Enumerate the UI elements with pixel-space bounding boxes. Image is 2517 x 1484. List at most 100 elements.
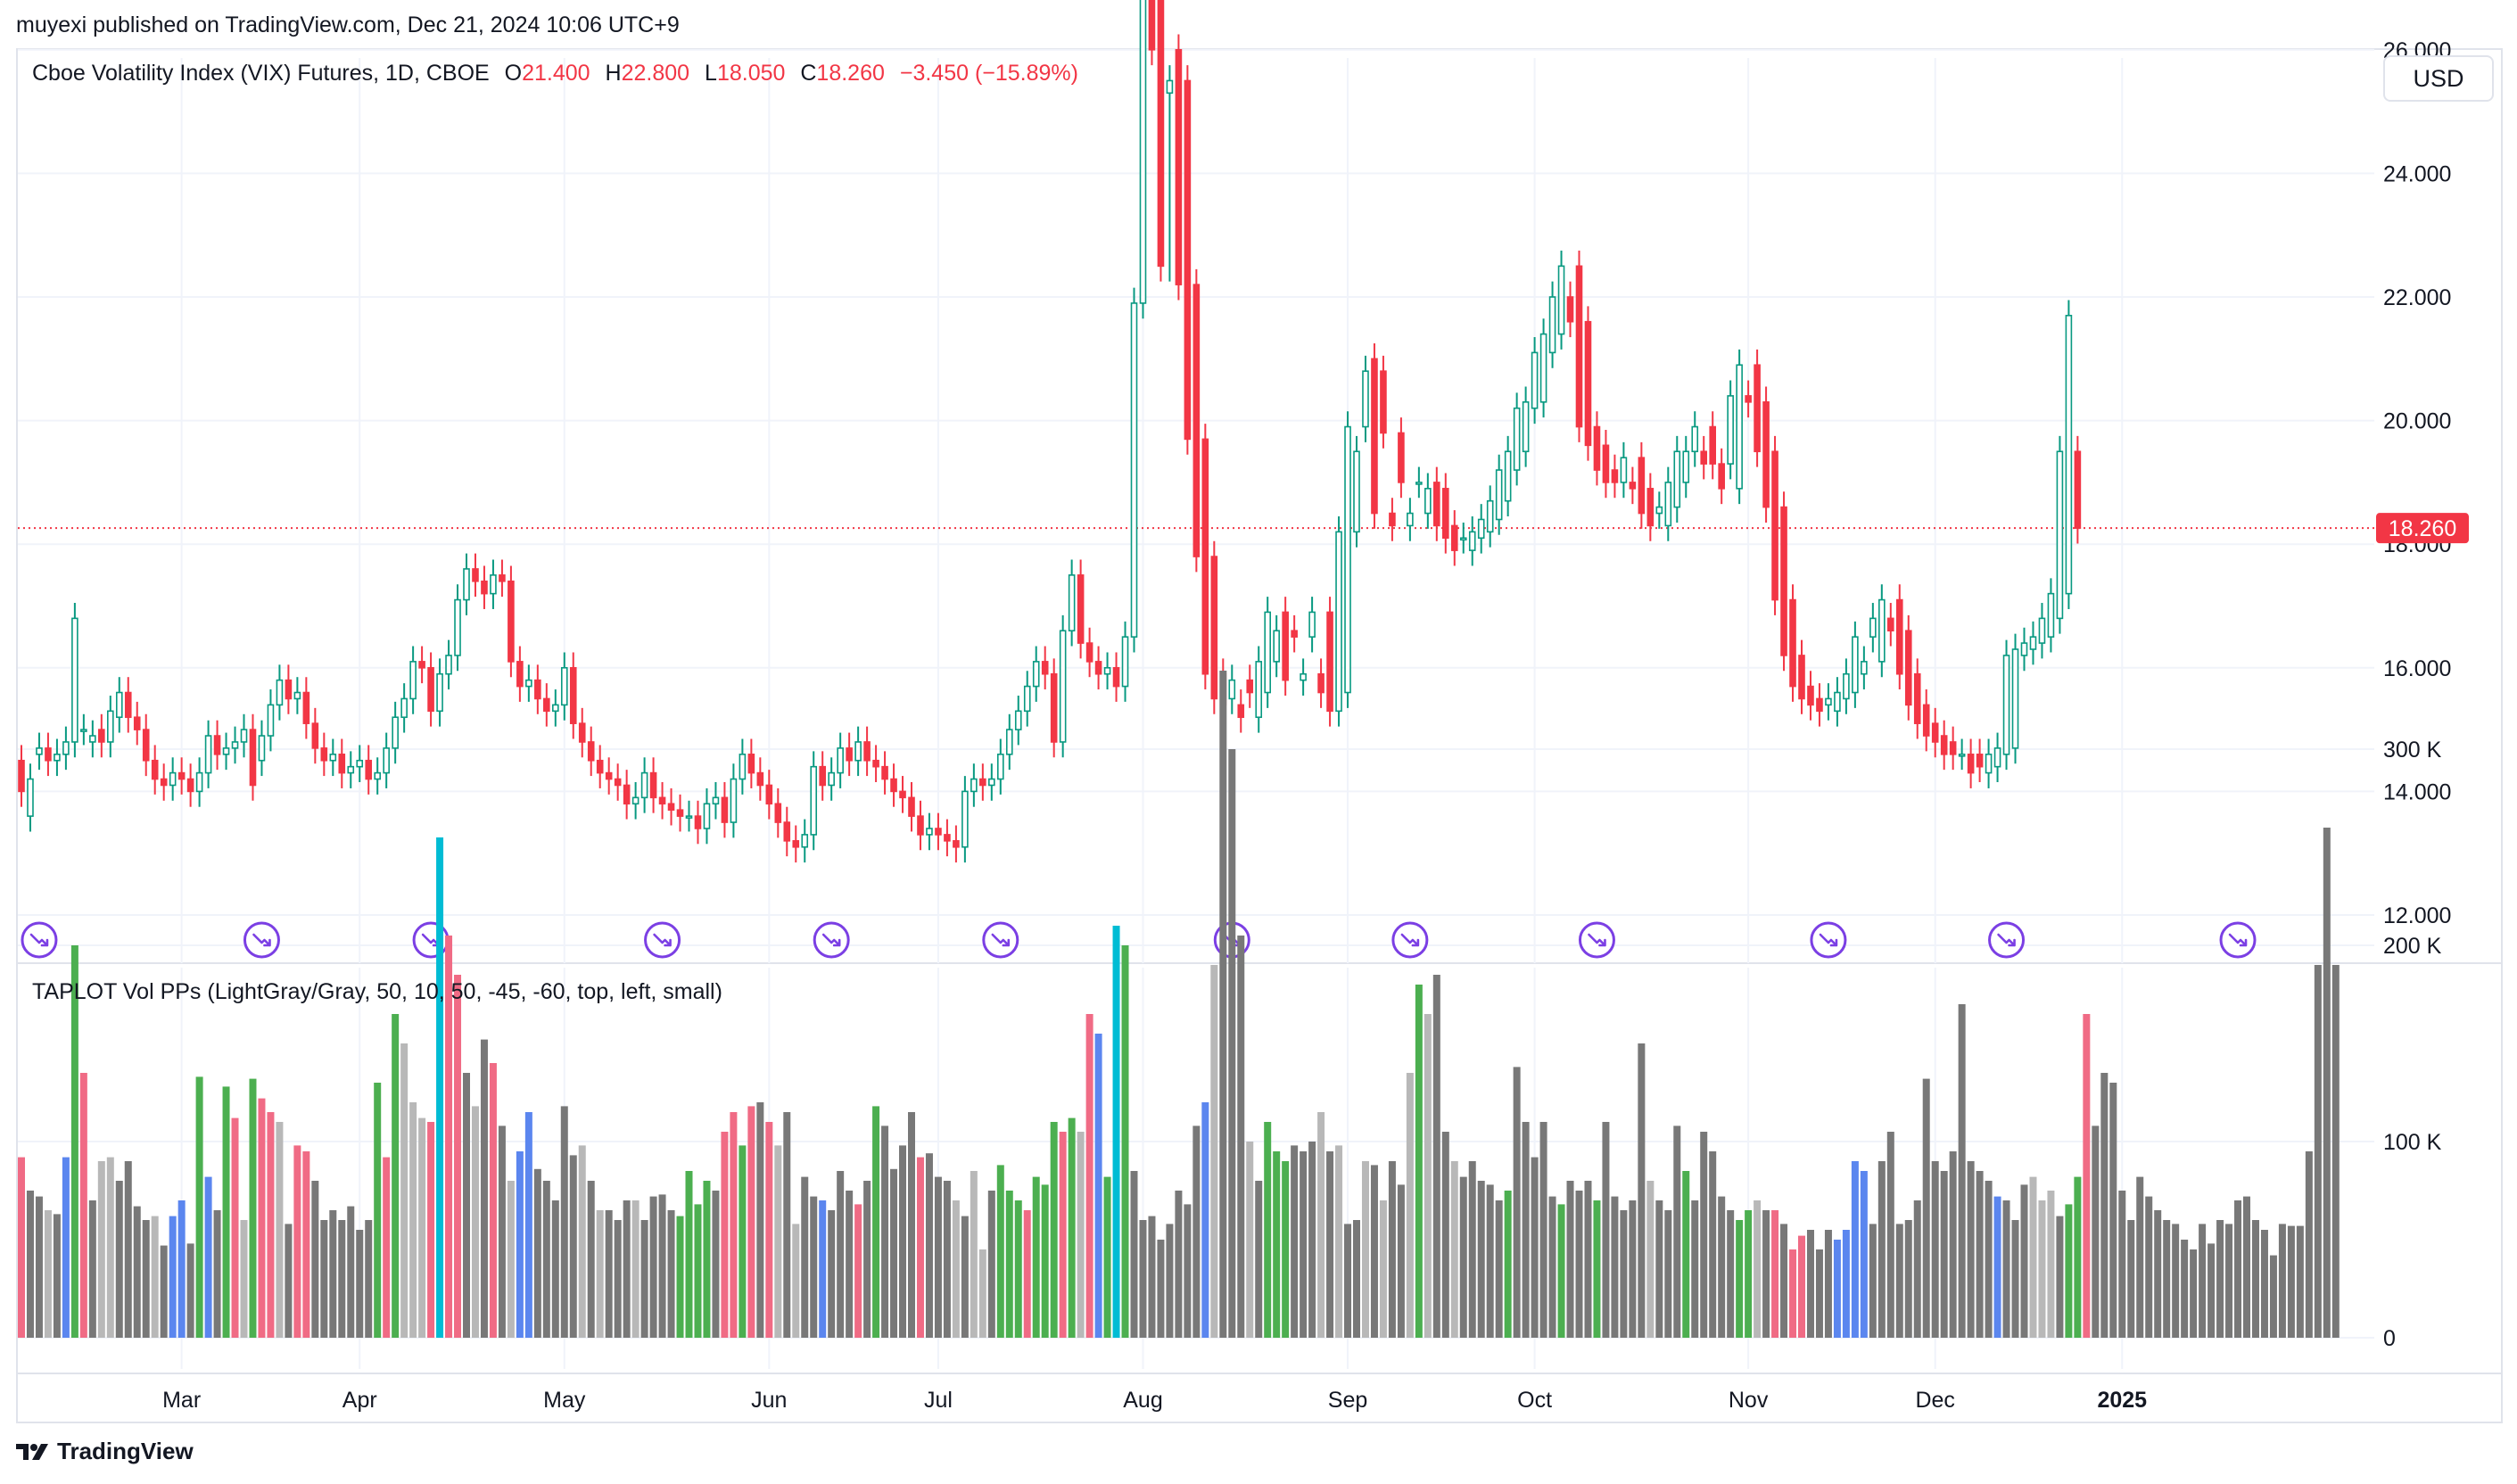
volume-bar[interactable] xyxy=(1308,1142,1316,1338)
volume-bar[interactable] xyxy=(1397,1184,1405,1338)
candle[interactable] xyxy=(614,763,622,801)
volume-bar[interactable] xyxy=(160,1245,168,1338)
candle[interactable] xyxy=(80,713,87,746)
candle[interactable] xyxy=(392,701,399,764)
candle[interactable] xyxy=(747,738,755,788)
candle[interactable] xyxy=(1389,498,1396,541)
volume-bar[interactable] xyxy=(1851,1161,1859,1338)
candle[interactable] xyxy=(1353,435,1360,548)
candle[interactable] xyxy=(1513,392,1521,486)
candle[interactable] xyxy=(1709,411,1716,480)
volume-bar[interactable] xyxy=(649,1196,657,1338)
candle[interactable] xyxy=(846,732,853,777)
volume-bar[interactable] xyxy=(1575,1191,1583,1338)
candle[interactable] xyxy=(36,732,43,771)
candle[interactable] xyxy=(436,658,443,727)
volume-bar[interactable] xyxy=(1041,1184,1049,1338)
volume-bar[interactable] xyxy=(1513,1067,1521,1338)
volume-bar[interactable] xyxy=(285,1224,293,1338)
volume-bar[interactable] xyxy=(774,1145,782,1338)
candle[interactable] xyxy=(1531,337,1539,425)
candle[interactable] xyxy=(1522,386,1530,467)
candle[interactable] xyxy=(1068,559,1076,647)
candle[interactable] xyxy=(774,787,782,838)
volume-bar[interactable] xyxy=(1184,1204,1192,1338)
volume-bar[interactable] xyxy=(347,1206,355,1338)
candle[interactable] xyxy=(587,726,595,777)
candle[interactable] xyxy=(1255,646,1263,733)
candle[interactable] xyxy=(1593,411,1601,486)
candle[interactable] xyxy=(623,770,631,820)
volume-bar[interactable] xyxy=(881,1125,889,1338)
volume-bar[interactable] xyxy=(1264,1122,1272,1338)
volume-bar[interactable] xyxy=(1664,1210,1672,1338)
candle[interactable] xyxy=(881,751,888,795)
volume-bar[interactable] xyxy=(2251,1220,2259,1338)
volume-bar[interactable] xyxy=(2092,1125,2100,1338)
volume-bar[interactable] xyxy=(987,1191,995,1338)
candle[interactable] xyxy=(1825,683,1832,721)
candle[interactable] xyxy=(1700,435,1708,480)
volume-bar[interactable] xyxy=(1593,1200,1601,1338)
volume-bar[interactable] xyxy=(53,1214,61,1338)
volume-bar[interactable] xyxy=(783,1112,791,1338)
candle[interactable] xyxy=(712,782,720,820)
candle[interactable] xyxy=(293,677,301,714)
candle[interactable] xyxy=(1130,287,1138,653)
candle[interactable] xyxy=(499,559,506,598)
volume-bar[interactable] xyxy=(1353,1220,1360,1338)
candle[interactable] xyxy=(1362,355,1369,442)
volume-bar[interactable] xyxy=(1432,975,1440,1338)
volume-bar[interactable] xyxy=(2109,1083,2117,1338)
volume-bar[interactable] xyxy=(1379,1200,1387,1338)
volume-bar[interactable] xyxy=(2181,1240,2189,1338)
volume-bar[interactable] xyxy=(1718,1196,1726,1338)
candle[interactable] xyxy=(2056,435,2064,634)
candle[interactable] xyxy=(1548,281,1556,368)
candle[interactable] xyxy=(1745,380,1752,418)
candle[interactable] xyxy=(543,683,550,727)
volume-bar[interactable] xyxy=(88,1200,96,1338)
volume-bar[interactable] xyxy=(1130,1171,1138,1338)
volume-bar[interactable] xyxy=(934,1176,942,1338)
candle[interactable] xyxy=(2047,578,2055,653)
volume-bar[interactable] xyxy=(703,1181,711,1338)
volume-bar[interactable] xyxy=(747,1106,755,1338)
candle[interactable] xyxy=(1094,646,1102,690)
candle[interactable] xyxy=(1077,559,1085,659)
candle[interactable] xyxy=(204,720,212,788)
volume-bar[interactable] xyxy=(1291,1145,1299,1338)
volume-bar[interactable] xyxy=(1629,1200,1637,1338)
candle[interactable] xyxy=(409,646,417,714)
candle[interactable] xyxy=(1834,677,1841,727)
volume-bar[interactable] xyxy=(1682,1171,1690,1338)
volume-bar[interactable] xyxy=(62,1157,70,1338)
candle[interactable] xyxy=(1976,738,1984,783)
volume-bar[interactable] xyxy=(1548,1196,1556,1338)
candle[interactable] xyxy=(1184,65,1192,455)
candle[interactable] xyxy=(1664,466,1672,541)
candle[interactable] xyxy=(953,825,960,863)
volume-bar[interactable] xyxy=(1673,1125,1681,1338)
candle[interactable] xyxy=(1264,597,1271,708)
volume-bar[interactable] xyxy=(1103,1176,1111,1338)
candle[interactable] xyxy=(1291,614,1298,653)
volume-bar[interactable] xyxy=(1700,1132,1708,1338)
volume-bar[interactable] xyxy=(356,1230,364,1338)
candle[interactable] xyxy=(347,751,355,788)
volume-bar[interactable] xyxy=(2038,1200,2046,1338)
volume-bar[interactable] xyxy=(943,1181,951,1338)
volume-bar[interactable] xyxy=(2011,1220,2019,1338)
candle[interactable] xyxy=(1798,639,1805,714)
candle[interactable] xyxy=(1985,738,1993,788)
volume-bar[interactable] xyxy=(533,1168,541,1338)
dividend-arrow-icon[interactable] xyxy=(1810,921,1847,959)
candle[interactable] xyxy=(427,652,434,727)
candle[interactable] xyxy=(631,782,640,820)
candle[interactable] xyxy=(2020,627,2028,672)
volume-bar[interactable] xyxy=(890,1168,898,1338)
candle[interactable] xyxy=(311,707,319,764)
candle[interactable] xyxy=(1993,732,2001,783)
volume-bar[interactable] xyxy=(516,1151,524,1338)
candle[interactable] xyxy=(285,664,293,714)
